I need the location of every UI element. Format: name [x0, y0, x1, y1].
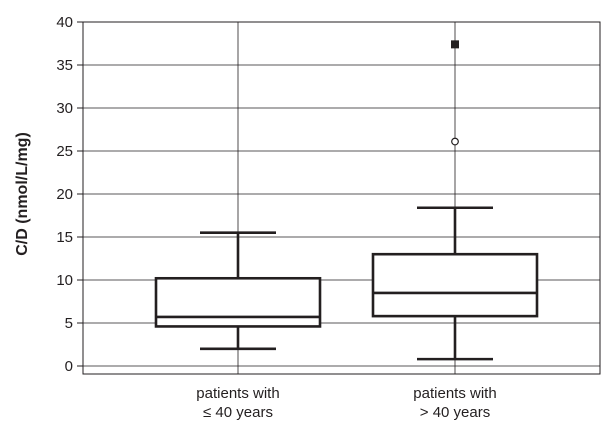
box-series: [154, 40, 539, 361]
box-iqr: [371, 252, 539, 318]
box-group: [371, 40, 539, 361]
axes: [77, 21, 601, 375]
y-tick-label: 35: [56, 57, 73, 74]
x-category-label: ≤ 40 years: [203, 404, 273, 421]
x-category-label: patients with: [196, 385, 279, 402]
y-tick-label: 5: [65, 315, 73, 332]
y-tick-label: 25: [56, 143, 73, 160]
extreme-point: [451, 40, 459, 49]
labels: 0 5 10 15 20 25 30 35 40 patients with ≤ 40 years p…: [56, 14, 496, 421]
y-tick-label: 20: [56, 186, 73, 203]
outlier-point: [451, 137, 459, 146]
plot-frame: [82, 21, 601, 375]
y-tick-label: 15: [56, 229, 73, 246]
box-iqr: [154, 276, 322, 328]
y-tick-label: 30: [56, 100, 73, 117]
x-category-label: > 40 years: [420, 404, 490, 421]
y-tick-label: 40: [56, 14, 73, 31]
box-group: [154, 231, 322, 351]
y-axis-title: C/D (nmol/L/mg): [14, 132, 31, 256]
x-category-label: patients with: [413, 385, 496, 402]
y-tick-label: 10: [56, 272, 73, 289]
y-tick-label: 0: [65, 358, 73, 375]
